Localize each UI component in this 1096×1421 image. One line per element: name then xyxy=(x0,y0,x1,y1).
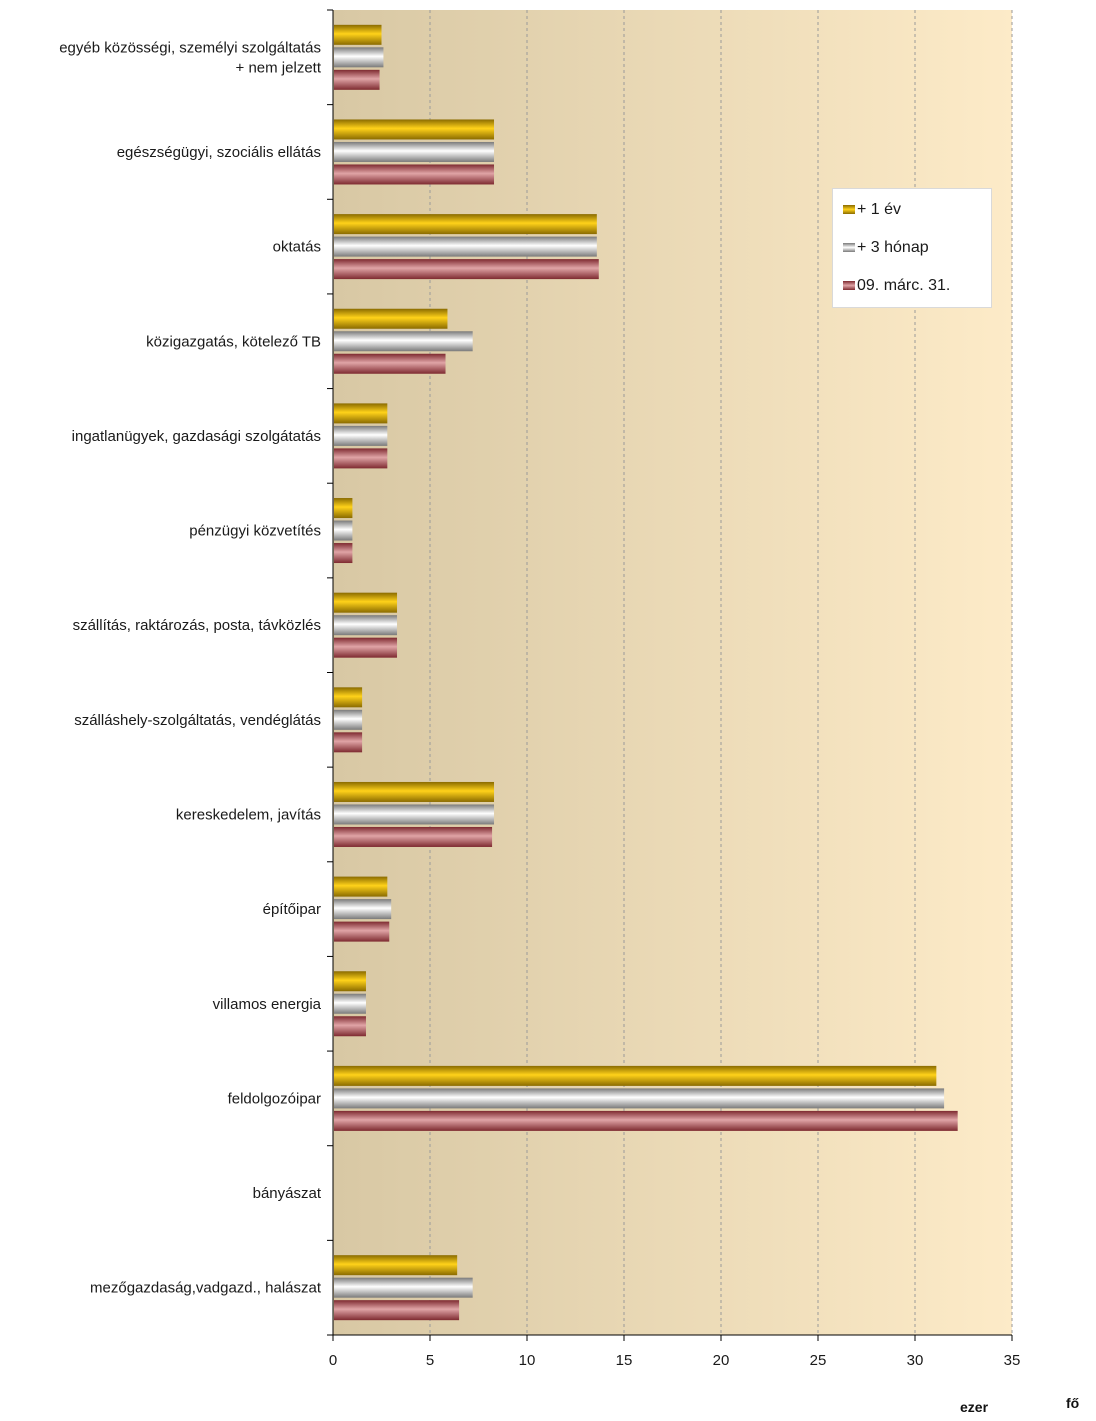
category-label-3: közigazgatás, kötelező TB xyxy=(146,333,321,350)
bar-series-3-cat-10 xyxy=(334,1016,366,1037)
bar-series-3-cat-0 xyxy=(334,69,380,90)
legend-label-series-1: + 1 év xyxy=(857,201,902,218)
bar-series-2-cat-11 xyxy=(334,1088,945,1109)
x-tick-label-25: 25 xyxy=(810,1352,827,1369)
category-label-6: szállítás, raktározás, posta, távközlés xyxy=(73,617,321,634)
bar-series-3-cat-11 xyxy=(334,1110,958,1131)
bar-series-2-cat-7 xyxy=(334,709,363,730)
category-label-7: szálláshely-szolgáltatás, vendéglátás xyxy=(74,712,321,729)
x-tick-labels: 0 5 10 15 20 25 30 35 xyxy=(329,1352,1021,1369)
legend-item-series-2: + 3 hónap xyxy=(843,237,929,259)
category-label-8: kereskedelem, javítás xyxy=(176,806,321,823)
bar-series-3-cat-2 xyxy=(334,259,599,280)
bar-series-3-cat-8 xyxy=(334,826,493,847)
category-label-4: ingatlanügyek, gazdasági szolgátatás xyxy=(72,428,321,445)
legend-swatch-series-3 xyxy=(843,281,855,291)
bar-series-1-cat-10 xyxy=(334,971,366,992)
category-label-12: bányászat xyxy=(253,1185,322,1202)
x-tick-label-0: 0 xyxy=(329,1352,337,1369)
bar-series-2-cat-6 xyxy=(334,615,398,636)
category-label-0-line-1: + nem jelzett xyxy=(236,59,322,76)
category-label-9: építőipar xyxy=(263,901,321,918)
bar-series-1-cat-0 xyxy=(334,24,382,45)
bar-series-3-cat-6 xyxy=(334,637,398,658)
x-tick-label-30: 30 xyxy=(907,1352,924,1369)
category-label-0-line-0: egyéb közösségi, személyi szolgáltatás xyxy=(59,39,321,56)
bar-series-2-cat-8 xyxy=(334,804,495,825)
legend-item-series-1: + 1 év xyxy=(843,199,901,221)
bar-series-1-cat-5 xyxy=(334,498,353,519)
bar-series-2-cat-5 xyxy=(334,520,353,541)
bar-series-3-cat-7 xyxy=(334,732,363,753)
bar-series-3-cat-9 xyxy=(334,921,390,942)
bar-series-1-cat-4 xyxy=(334,403,388,424)
category-label-2: oktatás xyxy=(273,239,321,256)
bar-series-3-cat-13 xyxy=(334,1300,460,1321)
bar-series-3-cat-4 xyxy=(334,448,388,469)
bar-series-2-cat-10 xyxy=(334,993,366,1014)
legend-label-series-3: 09. márc. 31. xyxy=(857,277,951,294)
x-tick-label-15: 15 xyxy=(616,1352,633,1369)
bar-series-2-cat-9 xyxy=(334,899,392,920)
bar-series-1-cat-3 xyxy=(334,308,448,329)
category-label-5: pénzügyi közvetítés xyxy=(189,523,321,540)
legend-item-series-3: 09. márc. 31. xyxy=(843,275,950,297)
legend-label-series-2: + 3 hónap xyxy=(857,239,929,256)
chart-legend: + 1 év + 3 hónap 09. márc. 31. xyxy=(832,188,992,308)
axes xyxy=(327,9,1013,1341)
bar-series-1-cat-7 xyxy=(334,687,363,708)
bar-series-1-cat-8 xyxy=(334,781,495,802)
unit-label-fo: fő xyxy=(1066,1395,1079,1411)
category-labels: egyéb közösségi, személyi szolgáltatás + … xyxy=(59,39,322,1296)
bar-series-2-cat-1 xyxy=(334,141,495,162)
category-label-1: egészségügyi, szociális ellátás xyxy=(117,144,321,161)
bar-series-1-cat-1 xyxy=(334,119,495,140)
bar-series-1-cat-11 xyxy=(334,1065,937,1086)
bar-series-1-cat-13 xyxy=(334,1255,458,1276)
x-tick-label-35: 35 xyxy=(1004,1352,1021,1369)
bar-series-2-cat-0 xyxy=(334,47,384,68)
bar-series-2-cat-3 xyxy=(334,331,473,352)
x-tick-label-10: 10 xyxy=(519,1352,536,1369)
x-tick-label-20: 20 xyxy=(713,1352,730,1369)
category-label-11: feldolgozóipar xyxy=(228,1090,321,1107)
bar-series-2-cat-13 xyxy=(334,1277,473,1298)
bar-series-2-cat-4 xyxy=(334,425,388,446)
bar-series-3-cat-5 xyxy=(334,543,353,564)
unit-label-ezer: ezer xyxy=(960,1399,989,1415)
legend-swatch-series-1 xyxy=(843,205,855,215)
bars xyxy=(334,24,958,1321)
bar-series-1-cat-6 xyxy=(334,592,398,613)
bar-series-1-cat-9 xyxy=(334,876,388,897)
category-label-13: mezőgazdaság,vadgazd., halászat xyxy=(90,1280,322,1297)
category-label-10: villamos energia xyxy=(213,996,322,1013)
bar-series-3-cat-3 xyxy=(334,353,446,374)
x-tick-label-5: 5 xyxy=(426,1352,434,1369)
bar-series-2-cat-2 xyxy=(334,236,597,257)
bar-series-3-cat-1 xyxy=(334,164,495,185)
legend-swatch-series-2 xyxy=(843,243,855,253)
bar-series-1-cat-2 xyxy=(334,214,597,235)
